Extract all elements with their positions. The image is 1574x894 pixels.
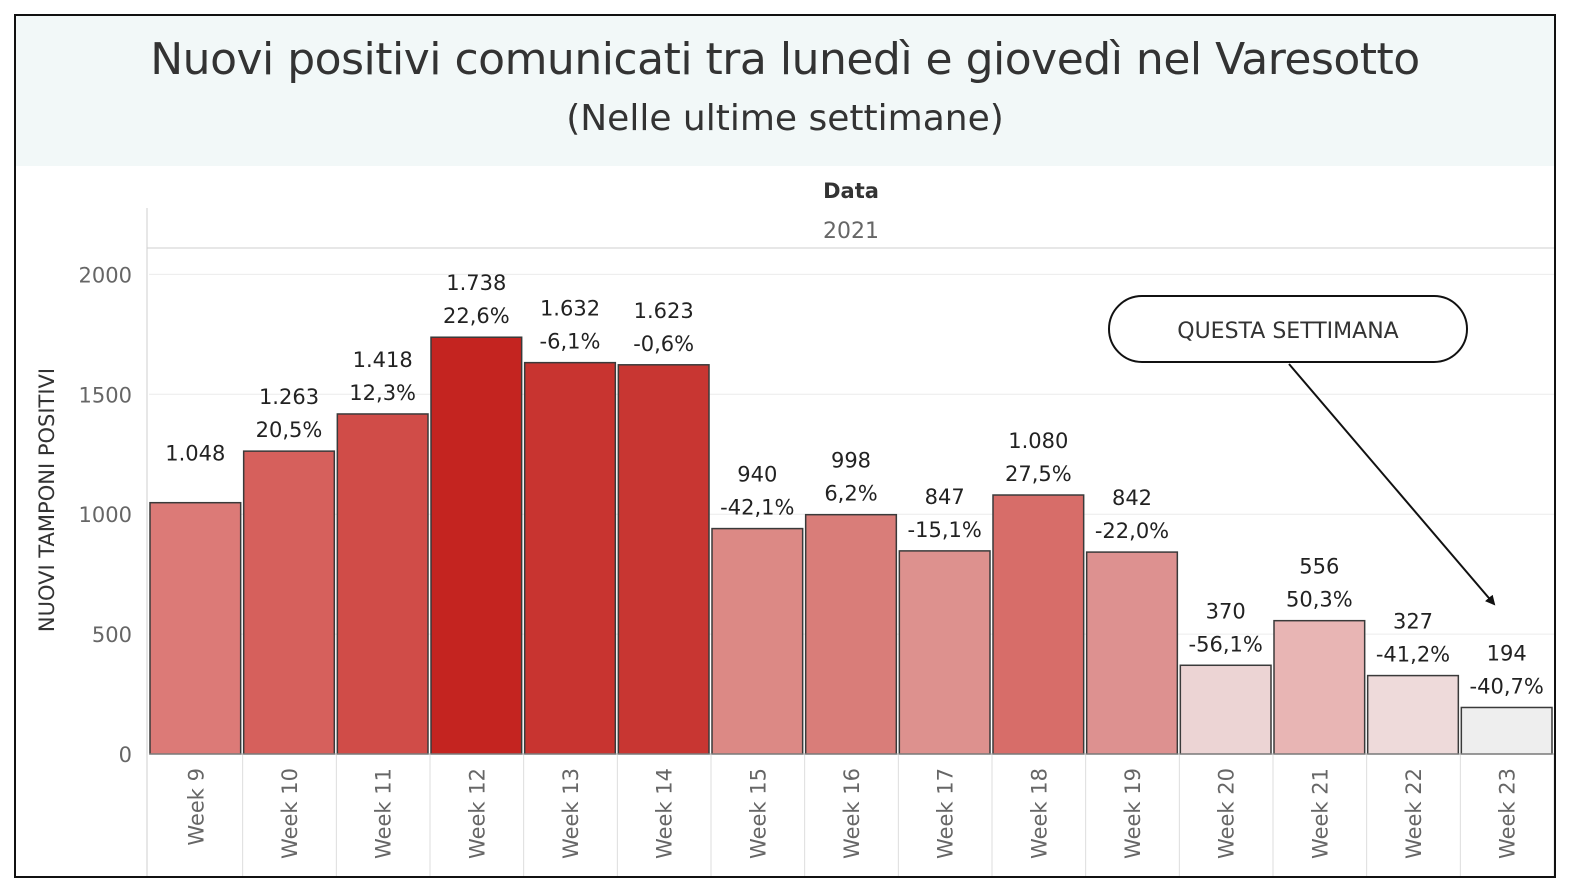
- pct-change-label: 50,3%: [1286, 588, 1353, 612]
- bar: [523, 361, 617, 755]
- value-label: 556: [1299, 555, 1339, 579]
- x-tick-label: Week 11: [372, 768, 396, 859]
- value-label: 1.623: [634, 299, 694, 323]
- value-label: 1.418: [353, 348, 413, 372]
- y-tick-label: 500: [92, 623, 132, 647]
- chart-frame: Nuovi positivi comunicati tra lunedì e g…: [14, 14, 1556, 878]
- bar: [1085, 551, 1179, 755]
- pct-change-label: -41,2%: [1376, 643, 1450, 667]
- pct-change-label: -22,0%: [1095, 519, 1169, 543]
- y-tick-label: 1000: [79, 503, 132, 527]
- bar: [242, 450, 336, 755]
- callout-label: QUESTA SETTIMANA: [1177, 319, 1398, 344]
- pct-change-label: 12,3%: [349, 381, 416, 405]
- value-label: 327: [1393, 610, 1433, 634]
- x-tick-label: Week 10: [278, 768, 302, 859]
- pct-change-label: 20,5%: [256, 418, 323, 442]
- bar: [992, 494, 1085, 755]
- bar: [430, 336, 523, 755]
- x-tick-label: Week 19: [1121, 768, 1145, 859]
- column-header: Data: [823, 179, 879, 203]
- x-tick-label: Week 21: [1308, 768, 1332, 859]
- chart-subtitle: (Nelle ultime settimane): [566, 98, 1004, 139]
- value-label: 998: [831, 449, 871, 473]
- title-band: Nuovi positivi comunicati tra lunedì e g…: [16, 16, 1554, 166]
- value-label: 1.632: [540, 297, 600, 321]
- data-labels: 1.048 1.263 20,5% 1.418 12,3% 1.738 22,6% 1.632…: [165, 271, 1544, 698]
- x-tick-label: Week 13: [559, 768, 583, 859]
- x-tick-label: Week 17: [934, 768, 958, 859]
- pct-change-label: 27,5%: [1005, 462, 1072, 486]
- y-tick-label: 0: [119, 743, 132, 767]
- y-axis-label: NUOVI TAMPONI POSITIVI: [35, 368, 59, 632]
- value-label: 1.048: [165, 442, 225, 466]
- value-label: 1.738: [446, 271, 506, 295]
- x-tick-label: Week 14: [653, 768, 677, 859]
- bar: [711, 527, 804, 755]
- pct-change-label: -0,6%: [633, 332, 694, 356]
- bar: [149, 501, 242, 755]
- bar: [1366, 674, 1460, 755]
- value-label: 370: [1206, 599, 1246, 623]
- pct-change-label: 6,2%: [824, 482, 877, 506]
- y-tick-label: 2000: [79, 263, 132, 287]
- x-axis-ticks: Week 9 Week 10 Week 11 Week 12 Week 13 Week 1…: [149, 753, 1554, 876]
- y-axis-ticks: 0 500 1000 1500 2000: [79, 263, 132, 767]
- value-label: 194: [1487, 641, 1527, 665]
- callout: QUESTA SETTIMANA: [1108, 295, 1496, 606]
- value-label: 847: [925, 485, 965, 509]
- bar: [1460, 706, 1553, 755]
- bar: [1273, 619, 1366, 755]
- value-label: 1.080: [1008, 429, 1068, 453]
- bar: [336, 413, 429, 755]
- pct-change-label: -15,1%: [908, 518, 982, 542]
- pct-change-label: -42,1%: [720, 496, 794, 520]
- y-tick-label: 1500: [79, 383, 132, 407]
- x-tick-label: Week 23: [1496, 768, 1520, 859]
- chart-title: Nuovi positivi comunicati tra lunedì e g…: [150, 34, 1420, 85]
- pct-change-label: -6,1%: [540, 330, 601, 354]
- year-header: 2021: [823, 219, 879, 244]
- x-tick-label: Week 22: [1402, 768, 1426, 859]
- value-label: 940: [737, 463, 777, 487]
- bars: [149, 336, 1553, 755]
- bar: [1179, 664, 1272, 755]
- x-tick-label: Week 12: [465, 768, 489, 859]
- bar: [898, 550, 991, 755]
- pct-change-label: -40,7%: [1470, 674, 1544, 698]
- callout-box: [1108, 295, 1468, 363]
- callout-arrow: [1288, 363, 1496, 606]
- x-tick-label: Week 20: [1215, 768, 1239, 859]
- value-label: 842: [1112, 486, 1152, 510]
- x-tick-label: Week 9: [184, 768, 208, 846]
- bar: [617, 364, 710, 755]
- x-tick-label: Week 15: [746, 768, 770, 859]
- bar: [804, 513, 898, 755]
- bar-chart: Data 2021 NUOVI TAMPONI POSITIVI 0 500 100…: [35, 179, 1554, 876]
- pct-change-label: -56,1%: [1189, 632, 1263, 656]
- x-tick-label: Week 18: [1027, 768, 1051, 859]
- value-label: 1.263: [259, 385, 319, 409]
- x-tick-label: Week 16: [840, 768, 864, 859]
- pct-change-label: 22,6%: [443, 304, 510, 328]
